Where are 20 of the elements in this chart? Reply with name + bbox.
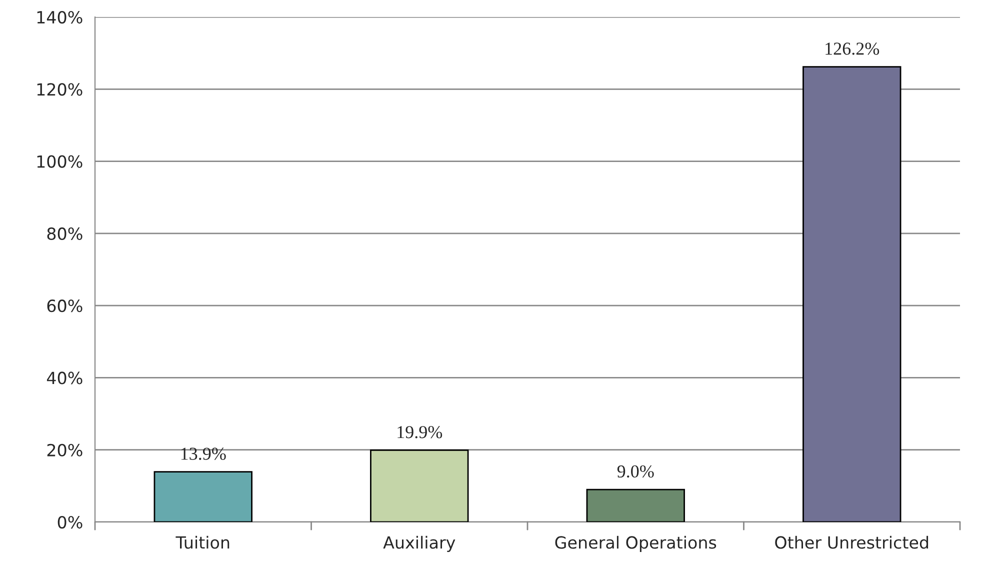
y-tick-label: 140% <box>37 10 82 24</box>
x-tick-label: General Operations <box>555 536 716 552</box>
x-tick-label: Auxiliary <box>383 536 456 552</box>
data-label: 19.9% <box>398 426 442 438</box>
x-tick-label: Other Unrestricted <box>775 536 928 549</box>
y-tick-label: 100% <box>37 155 82 168</box>
data-label: 13.9% <box>181 448 226 460</box>
y-tick-label: 60% <box>47 300 82 312</box>
y-tick-label: 120% <box>37 83 82 96</box>
y-tick-label: 40% <box>46 372 82 384</box>
bar <box>154 471 252 522</box>
data-label: 9.0% <box>617 465 654 478</box>
y-tick-label: 20% <box>47 444 82 456</box>
data-label: 126.2% <box>826 42 880 55</box>
bar <box>370 450 469 522</box>
x-tick-label: Tuition <box>176 536 230 549</box>
y-tick-label: 80% <box>47 227 82 240</box>
bar <box>802 66 902 522</box>
bar <box>586 488 685 522</box>
y-tick-label: 0% <box>58 516 82 529</box>
